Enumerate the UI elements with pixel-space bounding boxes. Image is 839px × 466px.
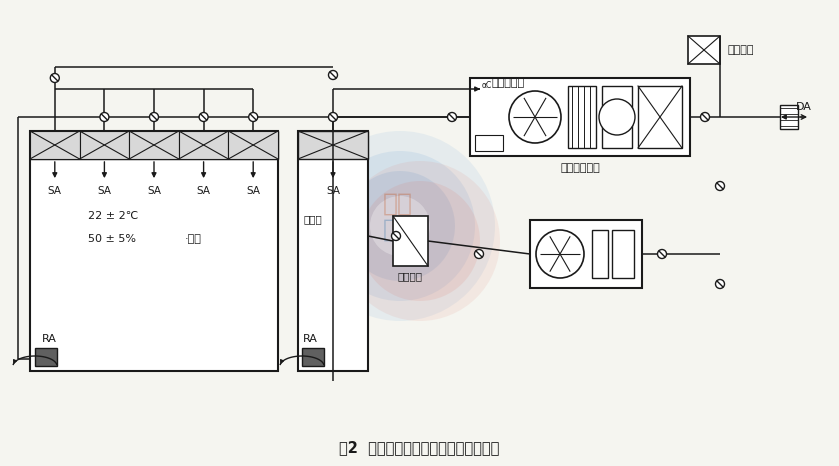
Circle shape bbox=[716, 181, 725, 191]
Circle shape bbox=[370, 196, 430, 256]
Text: 图2  某百级层流罩净化空调系统流程图: 图2 某百级层流罩净化空调系统流程图 bbox=[339, 440, 499, 455]
Text: SA: SA bbox=[147, 186, 161, 196]
Bar bbox=[30, 131, 278, 371]
Circle shape bbox=[340, 161, 500, 321]
Text: 50 ± 5%: 50 ± 5% bbox=[88, 234, 136, 244]
Circle shape bbox=[509, 91, 561, 143]
Circle shape bbox=[701, 112, 710, 122]
Text: SA: SA bbox=[97, 186, 112, 196]
Circle shape bbox=[475, 249, 483, 259]
Circle shape bbox=[149, 112, 159, 122]
Bar bbox=[35, 348, 57, 366]
Bar bbox=[298, 131, 368, 159]
Bar bbox=[80, 131, 129, 159]
Circle shape bbox=[248, 112, 258, 122]
Circle shape bbox=[360, 181, 480, 301]
Bar bbox=[592, 230, 608, 278]
Bar bbox=[228, 131, 278, 159]
Bar bbox=[602, 86, 632, 148]
Bar bbox=[530, 220, 642, 288]
Text: SA: SA bbox=[326, 186, 340, 196]
Circle shape bbox=[599, 99, 635, 135]
Circle shape bbox=[199, 112, 208, 122]
Text: RA: RA bbox=[303, 334, 318, 344]
Text: 至其它房间: 至其它房间 bbox=[492, 78, 525, 88]
Bar bbox=[470, 78, 690, 156]
Circle shape bbox=[716, 280, 725, 288]
Circle shape bbox=[305, 131, 495, 321]
Circle shape bbox=[100, 112, 109, 122]
Text: DA: DA bbox=[796, 102, 812, 112]
Text: SA: SA bbox=[48, 186, 62, 196]
Text: 22 ± 2℃: 22 ± 2℃ bbox=[88, 211, 138, 221]
Text: 空调系统机组: 空调系统机组 bbox=[560, 163, 600, 173]
Bar bbox=[568, 86, 596, 148]
Bar bbox=[30, 131, 80, 159]
Text: SA: SA bbox=[196, 186, 211, 196]
Circle shape bbox=[50, 74, 60, 82]
Bar bbox=[298, 131, 368, 371]
Bar bbox=[393, 216, 428, 266]
Text: ·百级: ·百级 bbox=[185, 234, 202, 244]
Bar bbox=[30, 131, 278, 159]
Circle shape bbox=[447, 112, 456, 122]
Circle shape bbox=[329, 112, 337, 122]
Circle shape bbox=[345, 171, 455, 281]
Text: 一万级: 一万级 bbox=[303, 214, 321, 224]
Bar bbox=[688, 36, 720, 64]
Bar bbox=[638, 86, 682, 148]
Text: 消声弯头: 消声弯头 bbox=[728, 45, 754, 55]
Bar bbox=[475, 135, 503, 151]
Bar bbox=[612, 230, 634, 278]
Circle shape bbox=[658, 249, 666, 259]
Text: 家暖: 家暖 bbox=[383, 192, 413, 216]
Bar bbox=[780, 105, 798, 129]
Circle shape bbox=[392, 232, 400, 240]
Circle shape bbox=[329, 70, 337, 80]
Bar bbox=[129, 131, 179, 159]
Bar bbox=[179, 131, 228, 159]
Text: RA: RA bbox=[42, 334, 57, 344]
Text: 消声弯头: 消声弯头 bbox=[398, 271, 423, 281]
Text: SA: SA bbox=[246, 186, 260, 196]
Text: αC: αC bbox=[482, 82, 492, 90]
Circle shape bbox=[536, 230, 584, 278]
Bar bbox=[302, 348, 324, 366]
Text: 族通: 族通 bbox=[383, 218, 413, 242]
Circle shape bbox=[325, 151, 475, 301]
